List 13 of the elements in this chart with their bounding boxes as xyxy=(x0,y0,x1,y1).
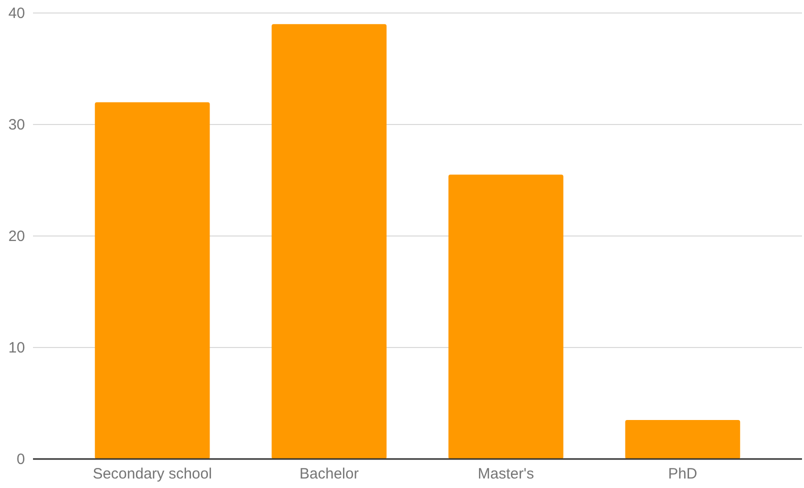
x-tick-label: Master's xyxy=(478,466,534,483)
bar xyxy=(625,420,740,459)
x-tick-label: Bachelor xyxy=(300,466,359,483)
bar xyxy=(94,102,210,459)
y-tick-label: 20 xyxy=(8,228,25,245)
y-tick-label: 0 xyxy=(16,450,25,468)
bar xyxy=(272,24,387,459)
y-tick-label: 30 xyxy=(8,116,25,134)
x-tick-label: Secondary school xyxy=(92,466,212,483)
x-tick-label: PhD xyxy=(668,466,698,483)
y-tick-label: 40 xyxy=(8,4,25,22)
y-tick-label: 10 xyxy=(8,339,25,356)
bar xyxy=(448,174,564,459)
